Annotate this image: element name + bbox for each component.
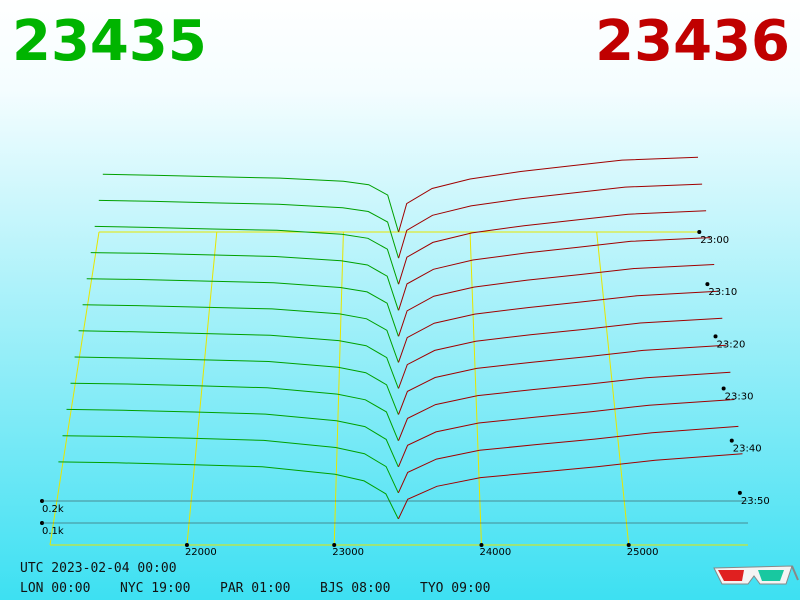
bid-price: 23435 bbox=[12, 9, 207, 74]
plot: 22000 23000 24000 25000 0.1k 0.2k 23:00 23:10 23… bbox=[40, 156, 770, 558]
price-tick bbox=[332, 543, 337, 547]
price-tick-label: 23000 bbox=[332, 547, 364, 558]
time-tick-label: 23:00 bbox=[700, 235, 729, 246]
time-tick-label: 23:50 bbox=[741, 496, 770, 507]
ask-depth-line bbox=[398, 237, 711, 311]
ask-depth-line bbox=[398, 183, 703, 259]
time-tick-label: 23:30 bbox=[725, 392, 754, 403]
bid-depth-line bbox=[58, 461, 399, 520]
grid-left bbox=[49, 231, 100, 546]
bid-depth-line bbox=[78, 330, 399, 389]
time-tick bbox=[697, 230, 702, 234]
price-grid-line bbox=[596, 231, 630, 546]
ask-price: 23436 bbox=[595, 9, 790, 74]
price-tick-label: 24000 bbox=[479, 547, 511, 558]
ask-depth-line bbox=[398, 290, 719, 363]
bid-depth-line bbox=[94, 225, 399, 285]
time-tick bbox=[721, 386, 726, 391]
utc-time: UTC 2023-02-04 00:00 bbox=[20, 561, 177, 576]
ask-depth-line bbox=[398, 156, 699, 233]
ask-depth-line bbox=[398, 317, 723, 389]
ask-depth-line bbox=[398, 210, 707, 285]
price-tick-label: 25000 bbox=[627, 547, 659, 558]
ask-depth-line bbox=[398, 264, 715, 337]
price-tick-label: 22000 bbox=[185, 547, 217, 558]
time-tick bbox=[729, 438, 734, 443]
time-tick bbox=[705, 282, 710, 287]
ask-depth-line bbox=[397, 425, 739, 494]
price-grid-line bbox=[469, 231, 482, 546]
zone-time: PAR 01:00 bbox=[220, 581, 290, 596]
bid-depth-line bbox=[66, 408, 399, 468]
ask-depth-line bbox=[397, 453, 743, 520]
time-tick bbox=[737, 490, 742, 495]
ask-depth-line bbox=[398, 344, 727, 415]
price-tick bbox=[184, 543, 189, 547]
glasses-icon bbox=[713, 565, 799, 585]
bid-depth-line bbox=[82, 304, 399, 363]
depth-tick-label: 0.1k bbox=[42, 526, 64, 537]
bid-depth-line bbox=[86, 278, 399, 337]
depth-tick-label: 0.2k bbox=[42, 504, 64, 515]
time-zones: LON 00:00 NYC 19:00 PAR 01:00 BJS 08:00 TYO … bbox=[20, 581, 490, 596]
bid-depth-line bbox=[70, 382, 399, 441]
ask-depth-line bbox=[398, 371, 731, 441]
zone-time: BJS 08:00 bbox=[320, 581, 390, 596]
zone-time: TYO 09:00 bbox=[420, 581, 490, 596]
bid-depth-line bbox=[98, 199, 399, 259]
time-tick-label: 23:20 bbox=[717, 339, 746, 350]
time-tick-label: 23:40 bbox=[733, 444, 762, 455]
bid-depth-line bbox=[74, 356, 399, 415]
price-tick bbox=[479, 543, 484, 547]
price-tick bbox=[626, 543, 631, 547]
zone-time: LON 00:00 bbox=[20, 581, 90, 596]
time-tick bbox=[713, 334, 718, 339]
price-grid-line bbox=[333, 231, 344, 546]
bid-depth-line bbox=[62, 435, 399, 494]
zone-time: NYC 19:00 bbox=[120, 581, 190, 596]
bid-depth-line bbox=[90, 252, 399, 311]
ask-depth-line bbox=[398, 399, 735, 467]
price-grid-line bbox=[186, 231, 218, 546]
bid-depth-line bbox=[102, 173, 399, 233]
time-tick-label: 23:10 bbox=[708, 287, 737, 298]
